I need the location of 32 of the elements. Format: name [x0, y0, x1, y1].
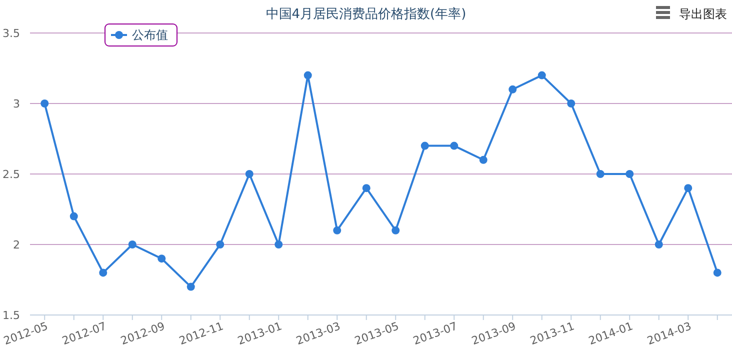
y-tick-label: 3.5 — [2, 27, 20, 40]
legend-label: 公布值 — [132, 28, 168, 42]
point — [684, 184, 692, 192]
y-tick-label: 1.5 — [2, 309, 20, 322]
chart-title: 中国4月居民消费品价格指数(年率) — [266, 6, 466, 22]
point — [713, 268, 722, 277]
point — [186, 282, 195, 291]
y-tick-label: 3 — [13, 98, 20, 110]
point — [392, 226, 400, 234]
point — [128, 240, 136, 248]
point — [40, 100, 49, 108]
point — [70, 212, 78, 220]
y-tick-label: 2.5 — [2, 168, 20, 181]
y-tick-label: 2 — [13, 238, 20, 252]
point — [508, 85, 517, 94]
point — [654, 240, 663, 248]
point — [304, 71, 312, 80]
point — [567, 100, 576, 108]
point — [245, 170, 254, 178]
point — [538, 71, 546, 80]
point — [420, 142, 429, 150]
text: 导出图表 — [679, 7, 727, 21]
point — [216, 240, 224, 248]
point — [596, 170, 604, 178]
point — [479, 156, 488, 164]
point — [158, 254, 166, 263]
point — [333, 226, 342, 234]
point — [450, 142, 458, 150]
point — [99, 268, 108, 277]
point — [626, 170, 634, 178]
point — [274, 240, 283, 248]
point — [362, 184, 370, 192]
